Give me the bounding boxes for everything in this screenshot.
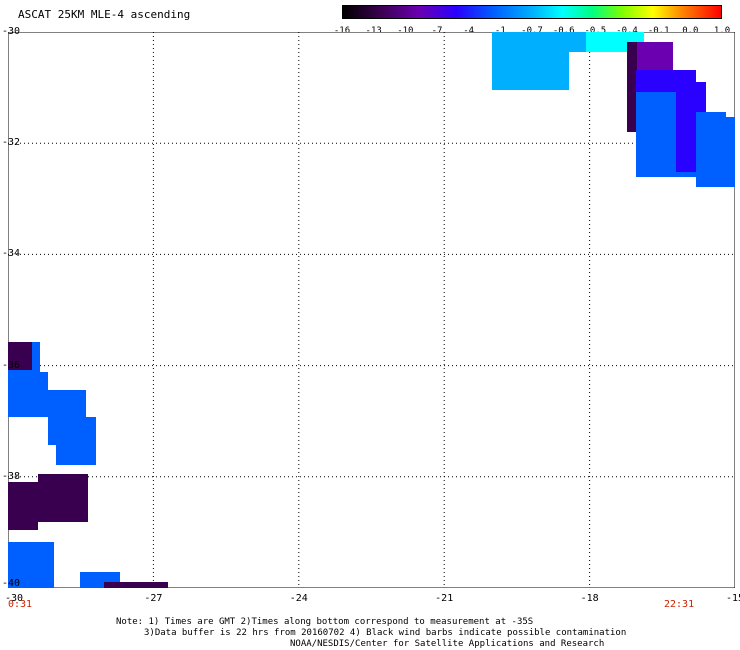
note-line-3: NOAA/NESDIS/Center for Satellite Applica… xyxy=(290,639,605,649)
note-line-1: Note: 1) Times are GMT 2)Times along bot… xyxy=(116,617,534,627)
color-scale-tick: 1.0 xyxy=(713,26,731,36)
longitude-label: -27 xyxy=(144,593,163,604)
swath-cell xyxy=(627,42,637,132)
color-scale-bar xyxy=(342,5,722,19)
note-line-2: 3)Data buffer is 22 hrs from 20160702 4)… xyxy=(144,628,627,638)
map-plot xyxy=(8,32,735,588)
longitude-label: -15 xyxy=(725,593,740,604)
color-scale-tick: -1 xyxy=(494,26,506,36)
swath-cell xyxy=(104,582,168,588)
color-scale-tick: -4 xyxy=(463,26,475,36)
color-scale-tick: -16 xyxy=(333,26,351,36)
color-scale-tick: -0.4 xyxy=(616,26,638,36)
swath-cell xyxy=(8,342,32,370)
latitude-label: -36 xyxy=(2,359,21,371)
time-right: 22:31 xyxy=(664,599,695,610)
color-scale-tick: -0.1 xyxy=(647,26,670,36)
longitude-label: -21 xyxy=(435,593,454,604)
color-scale-tick: -10 xyxy=(397,26,414,36)
color-scale-tick: -0.6 xyxy=(552,26,575,36)
swath-cell xyxy=(38,474,88,522)
swath-cell xyxy=(56,417,96,465)
swath-cell xyxy=(498,32,538,57)
color-scale-tick: -7 xyxy=(431,26,443,36)
longitude-label-corner: -30 xyxy=(4,593,24,604)
swath-cell xyxy=(8,482,38,530)
plot-frame xyxy=(8,32,735,588)
color-scale-tick: -13 xyxy=(365,26,382,36)
latitude-label: -30 xyxy=(2,26,21,37)
data-swath xyxy=(8,32,735,588)
swath-cell xyxy=(8,372,48,417)
color-scale-tick: 0.0 xyxy=(682,26,699,36)
longitude-label: -18 xyxy=(580,593,599,604)
color-scale-tick: -0.7 xyxy=(521,26,543,36)
color-scale-tick: -0.5 xyxy=(584,26,607,36)
map-title: ASCAT 25KM MLE-4 ascending xyxy=(18,8,191,21)
swath-cell xyxy=(716,117,735,187)
latitude-label: -32 xyxy=(2,137,21,149)
latitude-label: -38 xyxy=(2,470,21,482)
time-left: 0:31 xyxy=(8,599,33,610)
grid-lines xyxy=(8,32,735,588)
latitude-label: -34 xyxy=(2,248,21,260)
latitude-label: -40 xyxy=(2,578,21,589)
swath-cell xyxy=(598,32,638,44)
swath-cell xyxy=(534,32,564,72)
longitude-label: -24 xyxy=(289,593,308,604)
swath-cell xyxy=(8,542,54,588)
